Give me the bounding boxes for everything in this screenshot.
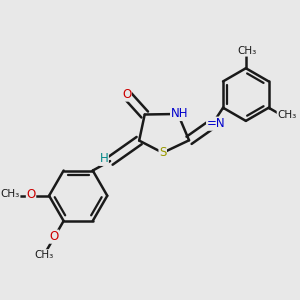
Text: O: O: [26, 188, 36, 201]
Text: O: O: [50, 230, 59, 243]
Text: O: O: [122, 88, 131, 101]
Text: =N: =N: [207, 117, 225, 130]
Text: S: S: [159, 146, 166, 159]
Text: H: H: [100, 152, 108, 165]
Text: NH: NH: [171, 107, 188, 121]
Text: CH₃: CH₃: [1, 189, 20, 199]
Text: CH₃: CH₃: [34, 250, 54, 260]
Text: CH₃: CH₃: [277, 110, 296, 120]
Text: CH₃: CH₃: [238, 46, 257, 56]
